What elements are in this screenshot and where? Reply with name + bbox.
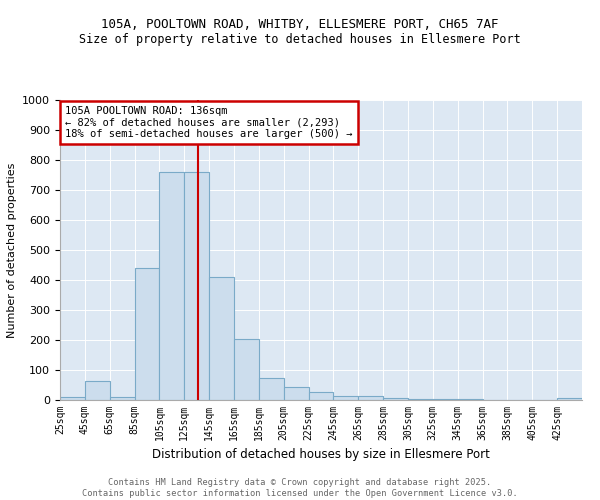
Bar xyxy=(308,392,334,400)
Bar xyxy=(334,396,358,400)
Bar xyxy=(209,277,234,400)
Bar xyxy=(358,396,383,400)
Text: 105A POOLTOWN ROAD: 136sqm
← 82% of detached houses are smaller (2,293)
18% of s: 105A POOLTOWN ROAD: 136sqm ← 82% of deta… xyxy=(65,106,353,139)
Text: Contains HM Land Registry data © Crown copyright and database right 2025.
Contai: Contains HM Land Registry data © Crown c… xyxy=(82,478,518,498)
Text: Size of property relative to detached houses in Ellesmere Port: Size of property relative to detached ho… xyxy=(79,32,521,46)
Bar xyxy=(284,386,308,400)
Bar xyxy=(134,268,160,400)
Bar xyxy=(60,397,85,400)
Bar xyxy=(259,378,284,400)
X-axis label: Distribution of detached houses by size in Ellesmere Port: Distribution of detached houses by size … xyxy=(152,448,490,462)
Y-axis label: Number of detached properties: Number of detached properties xyxy=(7,162,17,338)
Bar xyxy=(383,398,408,400)
Bar xyxy=(408,398,433,400)
Bar xyxy=(85,380,110,400)
Bar xyxy=(160,172,184,400)
Bar xyxy=(433,399,458,400)
Text: 105A, POOLTOWN ROAD, WHITBY, ELLESMERE PORT, CH65 7AF: 105A, POOLTOWN ROAD, WHITBY, ELLESMERE P… xyxy=(101,18,499,30)
Bar xyxy=(557,398,582,400)
Bar xyxy=(110,397,134,400)
Bar xyxy=(184,172,209,400)
Bar xyxy=(234,338,259,400)
